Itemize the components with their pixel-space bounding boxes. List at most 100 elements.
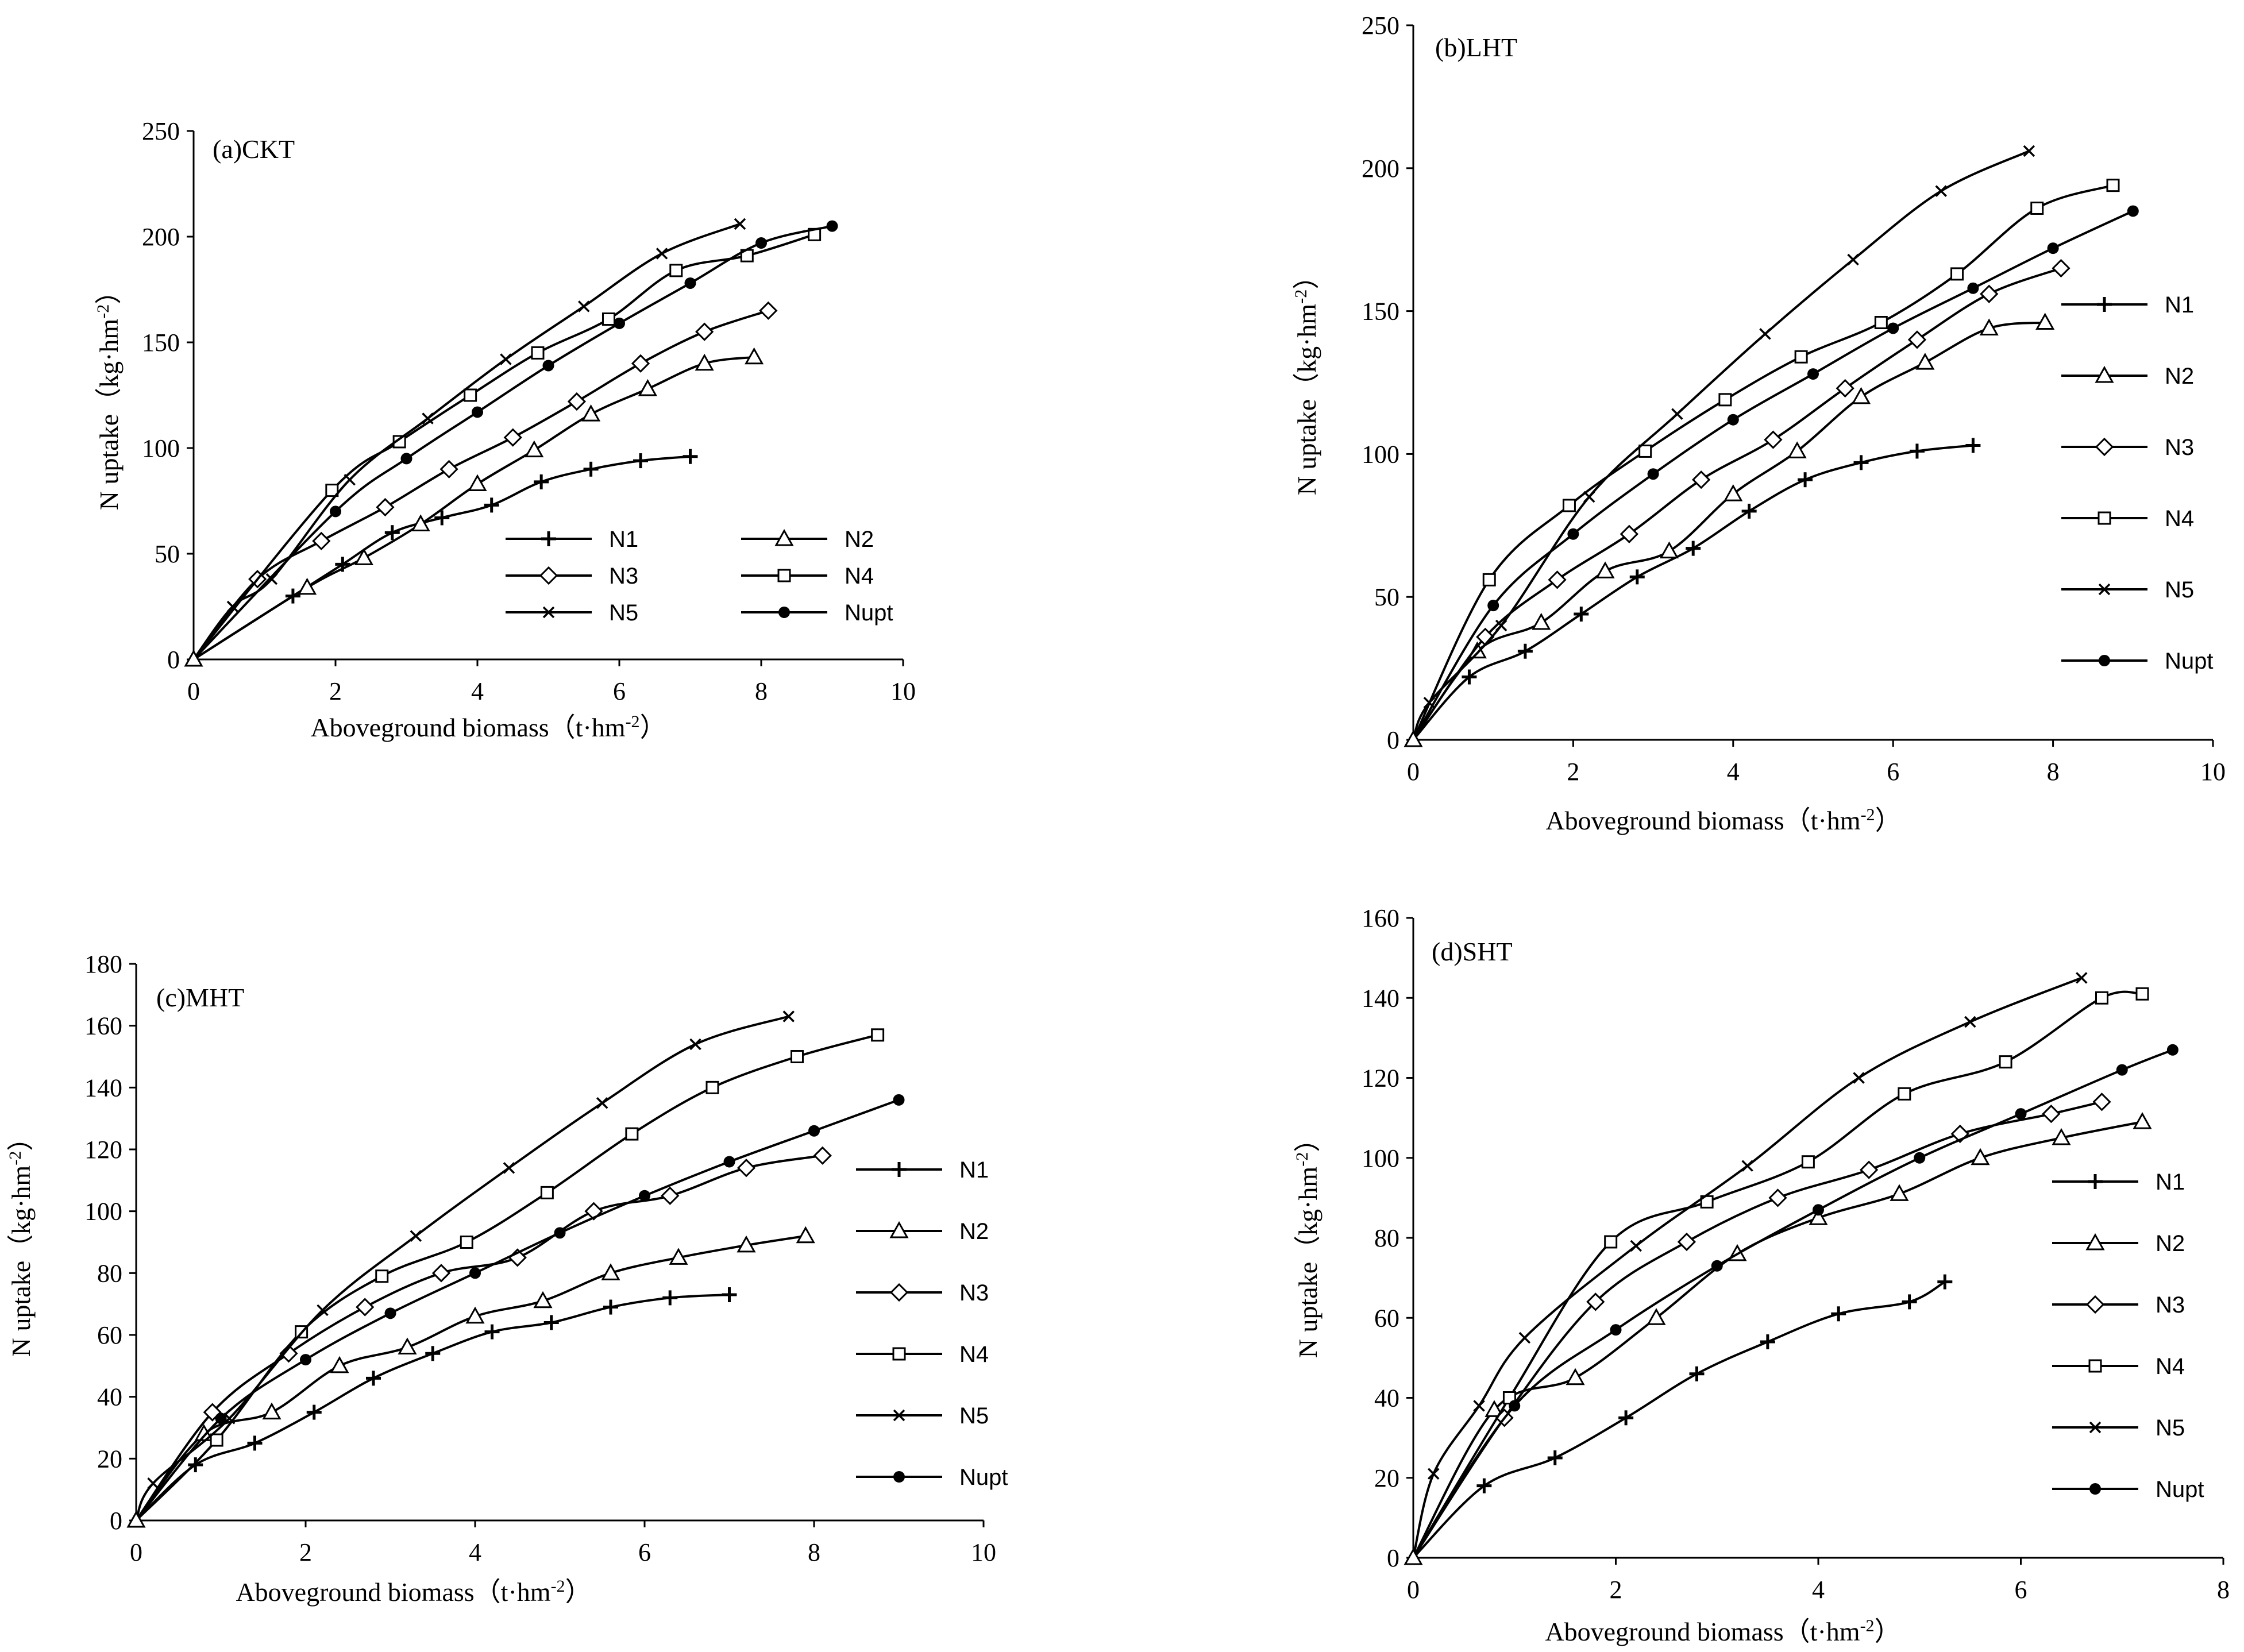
data-point-n4	[791, 1050, 804, 1063]
legend-label-nupt: Nupt	[2165, 649, 2214, 674]
data-point-n4	[1482, 573, 1496, 586]
data-point-n2	[2052, 1128, 2071, 1145]
x-tick-label: 6	[638, 1538, 651, 1566]
data-point-n1	[662, 1290, 678, 1306]
legend-marker-n1	[2088, 1174, 2103, 1189]
legend: N1 N2 N3 N4 N5 Nupt	[2061, 292, 2214, 674]
data-point-n1	[1618, 1410, 1634, 1426]
series-line-n4	[1412, 184, 2114, 740]
data-point-n5	[1964, 1016, 1976, 1028]
data-point-n1	[1798, 472, 1813, 488]
x-tick-label: 0	[1407, 1576, 1420, 1604]
data-point-nupt	[1487, 600, 1499, 612]
data-point-n2	[1915, 353, 1935, 370]
legend-label-n3: N3	[2156, 1292, 2185, 1318]
y-tick-label: 100	[1362, 1144, 1399, 1172]
data-point-nupt	[2166, 1044, 2179, 1056]
series-line-n1	[135, 1294, 730, 1522]
data-point-n4	[1898, 1087, 1911, 1101]
data-point-n2	[465, 1306, 485, 1324]
y-tick-label: 150	[1362, 298, 1399, 326]
x-tick-label: 4	[1812, 1576, 1825, 1604]
data-point-nupt	[1610, 1324, 1622, 1336]
y-tick-label: 50	[155, 540, 180, 568]
y-tick-label: 60	[1374, 1304, 1399, 1332]
data-point-n5	[578, 300, 590, 312]
x-tick-label: 10	[890, 677, 916, 705]
data-point-n3	[431, 1264, 451, 1283]
data-point-n5	[1759, 328, 1771, 340]
x-tick-label: 6	[2015, 1576, 2027, 1604]
y-tick-label: 100	[1362, 440, 1399, 468]
data-point-n5	[317, 1304, 329, 1317]
data-point-nupt	[639, 1190, 650, 1202]
data-point-nupt	[300, 1354, 311, 1366]
data-point-nupt	[1813, 1204, 1824, 1216]
data-point-n2	[411, 514, 430, 531]
data-point-n2	[298, 577, 317, 595]
x-tick-label: 4	[1727, 758, 1740, 786]
data-point-nupt	[2116, 1064, 2128, 1076]
data-point-n1	[1686, 541, 1701, 556]
data-point-n4	[375, 1269, 389, 1283]
data-point-nupt	[472, 406, 483, 418]
data-point-n5	[422, 412, 434, 424]
legend-marker-n2	[2095, 365, 2114, 383]
data-point-n2	[1724, 484, 1743, 501]
data-point-n3	[661, 1186, 680, 1205]
legend-marker-n3	[889, 1283, 909, 1302]
data-point-n3	[1836, 379, 1854, 398]
data-point-n1	[484, 497, 499, 513]
data-point-n5	[1583, 491, 1595, 503]
legend-marker-n1	[892, 1162, 907, 1177]
x-tick-label: 0	[187, 677, 200, 705]
panel-d: 0 20 40 60 80 100 120 140 160 0 2 4 6 8 (d)SHT Abovegro…	[1293, 904, 2230, 1646]
data-point-n5	[1935, 185, 1947, 197]
data-point-n5	[2076, 972, 2088, 984]
data-point-n1	[583, 461, 599, 477]
data-point-nupt	[1711, 1260, 1723, 1272]
data-point-n2	[398, 1337, 417, 1355]
x-tick-label: 2	[329, 677, 342, 705]
legend-marker-n2	[2085, 1233, 2105, 1250]
y-axis-label: N uptake（kg·hm-2）	[1293, 1126, 1323, 1358]
data-point-n1	[1937, 1274, 1953, 1290]
data-point-n1	[633, 453, 649, 469]
legend-label-n3: N3	[959, 1280, 989, 1306]
data-point-n1	[1547, 1450, 1563, 1465]
y-tick-label: 250	[142, 117, 180, 145]
panel-b: 0 50 100 150 200 250 0 2 4 6 8 10 (b)LHT Aboveground …	[1291, 11, 2226, 835]
y-tick-label: 120	[84, 1136, 122, 1164]
data-point-n3	[759, 301, 778, 320]
data-point-n2	[1659, 541, 1679, 559]
data-point-n3	[1907, 330, 1927, 349]
data-point-n4	[1794, 350, 1808, 364]
legend-label-n2: N2	[2156, 1231, 2185, 1256]
series-line-nupt	[1412, 210, 2134, 741]
legend-marker-n2	[889, 1221, 909, 1238]
y-tick-label: 50	[1374, 583, 1399, 611]
data-point-n2	[638, 379, 657, 396]
data-point-n1	[247, 1435, 263, 1451]
data-point-nupt	[1509, 1400, 1521, 1412]
data-point-n1	[1853, 455, 1869, 470]
series-line-nupt	[135, 1099, 900, 1522]
data-point-n5	[503, 1162, 515, 1174]
series-line-n1	[1412, 1280, 1946, 1559]
legend-label-n5: N5	[609, 600, 638, 626]
panel-c: 0 20 40 60 80 100 120 140 160 180 0 2 4 6 8 10 (c)MHT Abo…	[6, 950, 1008, 1607]
data-point-n1	[1831, 1306, 1846, 1322]
data-point-n2	[695, 353, 714, 371]
data-point-nupt	[542, 360, 554, 372]
data-point-n2	[1971, 1148, 1990, 1165]
legend-label-n1: N1	[2165, 292, 2194, 318]
data-point-n1	[1574, 607, 1589, 622]
data-point-n5	[1473, 1400, 1485, 1412]
data-point-n1	[484, 1324, 500, 1340]
y-tick-label: 0	[1387, 726, 1399, 754]
data-point-n4	[669, 264, 683, 277]
data-point-nupt	[2015, 1108, 2027, 1120]
data-point-n1	[683, 449, 698, 464]
legend-marker-n3	[2085, 1295, 2105, 1314]
